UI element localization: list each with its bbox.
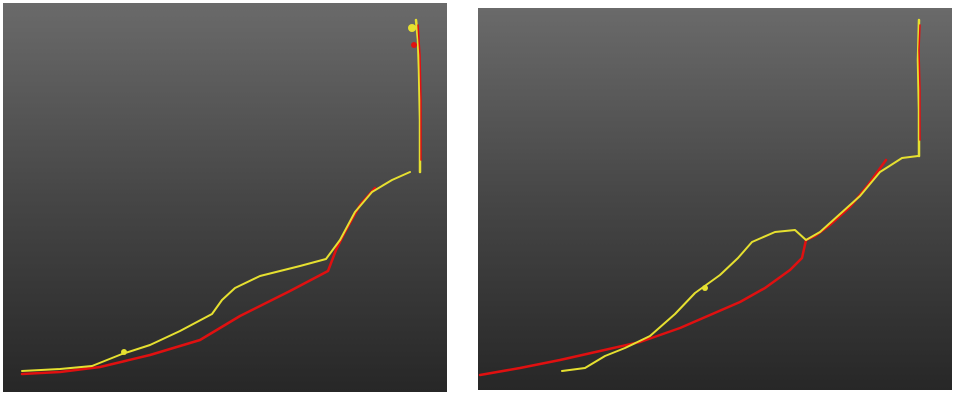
point-cluster [408,24,416,32]
viewport-background [478,8,952,390]
point-cluster [702,285,708,291]
right-view [478,8,952,390]
left-view [3,3,447,392]
page [0,0,955,393]
point-cluster [121,349,127,355]
point-cluster [411,42,417,48]
viewport-background [3,3,447,392]
point-cloud-views [0,0,955,393]
